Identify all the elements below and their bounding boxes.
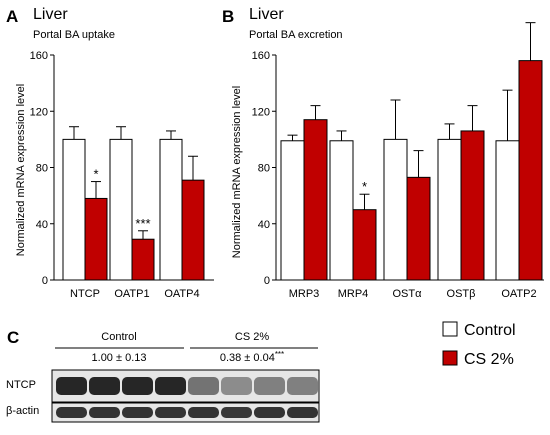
y-tick-label-1: 40	[258, 219, 270, 231]
band-actin-7	[254, 407, 285, 418]
significance-OATP1: ***	[135, 216, 150, 231]
legend-swatch-control	[442, 321, 458, 337]
bar-MRP3-control	[280, 140, 305, 281]
y-tick-label-4: 160	[30, 50, 48, 62]
panel-a-y-axis-label: Normalized mRNA expression level	[15, 84, 27, 256]
band-actin-2	[89, 407, 120, 418]
band-ntcp-4	[155, 377, 186, 395]
y-tick-label-2: 80	[258, 163, 270, 175]
y-tick-label-3: 120	[30, 106, 48, 118]
x-tick-label-4: OATP2	[501, 288, 536, 300]
panel-c-label: C	[7, 328, 19, 347]
blot-group-control: Control	[101, 331, 136, 343]
band-actin-5	[188, 407, 219, 418]
bar-OSTα-cs	[406, 176, 431, 281]
bar-OSTβ-cs	[460, 130, 485, 281]
bar-OSTα-control	[383, 138, 408, 281]
panel-b-y-axis-label: Normalized mRNA expression level	[231, 86, 243, 258]
blot-row-label-ntcp: NTCP	[6, 379, 36, 391]
bar-MRP4-cs	[352, 209, 377, 281]
significance-MRP4: *	[362, 179, 367, 194]
x-tick-label-2: OATP4	[164, 288, 199, 300]
bar-OSTβ-control	[437, 138, 462, 281]
y-tick-label-0: 0	[42, 275, 48, 287]
blot-bands-ntcp	[56, 377, 318, 395]
blot-bands-actin	[56, 407, 318, 418]
band-ntcp-7	[254, 377, 285, 395]
bar-OATP1-control	[109, 138, 133, 281]
y-tick-label-1: 40	[36, 219, 48, 231]
bar-MRP3-cs	[303, 119, 328, 281]
bar-OATP4-cs	[181, 179, 205, 281]
band-ntcp-5	[188, 377, 219, 395]
panel-b-title: Liver	[249, 6, 284, 23]
legend-swatch-cs	[442, 350, 458, 366]
band-actin-4	[155, 407, 186, 418]
band-ntcp-6	[221, 377, 252, 395]
x-tick-label-3: OSTβ	[447, 288, 476, 300]
significance-NTCP: *	[93, 167, 98, 182]
bar-OATP1-cs	[131, 238, 155, 281]
panel-b-chart: 0 40 80 120 160 MRP3 * MRP4 OSTα OSTβ OATP2	[252, 22, 544, 300]
band-actin-1	[56, 407, 87, 418]
blot-quant-control: 1.00 ± 0.13	[92, 352, 147, 364]
y-tick-label-3: 120	[252, 106, 270, 118]
bar-OATP2-control	[495, 140, 520, 281]
legend: Control CS 2%	[442, 321, 516, 368]
panel-a-title: Liver	[33, 6, 68, 23]
panel-a-subtitle: Portal BA uptake	[33, 29, 115, 41]
band-actin-8	[287, 407, 318, 418]
bar-MRP4-control	[329, 140, 354, 281]
band-actin-3	[122, 407, 153, 418]
band-actin-6	[221, 407, 252, 418]
y-tick-label-2: 80	[36, 163, 48, 175]
x-tick-label-0: NTCP	[70, 288, 100, 300]
bar-NTCP-control	[62, 138, 86, 281]
legend-label-cs: CS 2%	[464, 351, 514, 368]
x-tick-label-1: MRP4	[338, 288, 369, 300]
band-ntcp-8	[287, 377, 318, 395]
x-tick-label-0: MRP3	[289, 288, 320, 300]
blot-quant-cs: 0.38 ± 0.04***	[220, 350, 284, 364]
panel-c-western-blot: C Control CS 2% 1.00 ± 0.13 0.38 ± 0.04*…	[6, 328, 320, 423]
x-tick-label-2: OSTα	[393, 288, 423, 300]
blot-quant-cs-significance: ***	[275, 350, 284, 359]
legend-label-control: Control	[464, 322, 516, 339]
panel-b-label: B	[222, 7, 234, 26]
band-ntcp-1	[56, 377, 87, 395]
band-ntcp-3	[122, 377, 153, 395]
bar-NTCP-cs	[84, 197, 108, 281]
x-tick-label-1: OATP1	[114, 288, 149, 300]
y-tick-label-0: 0	[264, 275, 270, 287]
y-tick-label-4: 160	[252, 50, 270, 62]
band-ntcp-2	[89, 377, 120, 395]
bar-OATP2-cs	[518, 60, 543, 281]
panel-b-subtitle: Portal BA excretion	[249, 29, 343, 41]
panel-a-label: A	[6, 7, 18, 26]
panel-a-chart: 0 40 80 120 160 * NTCP *** OATP1 OATP4	[30, 50, 214, 300]
blot-group-cs: CS 2%	[235, 331, 269, 343]
blot-row-label-actin: β-actin	[6, 405, 39, 417]
bar-OATP4-control	[159, 138, 183, 281]
blot-quant-cs-value: 0.38 ± 0.04	[220, 352, 275, 364]
